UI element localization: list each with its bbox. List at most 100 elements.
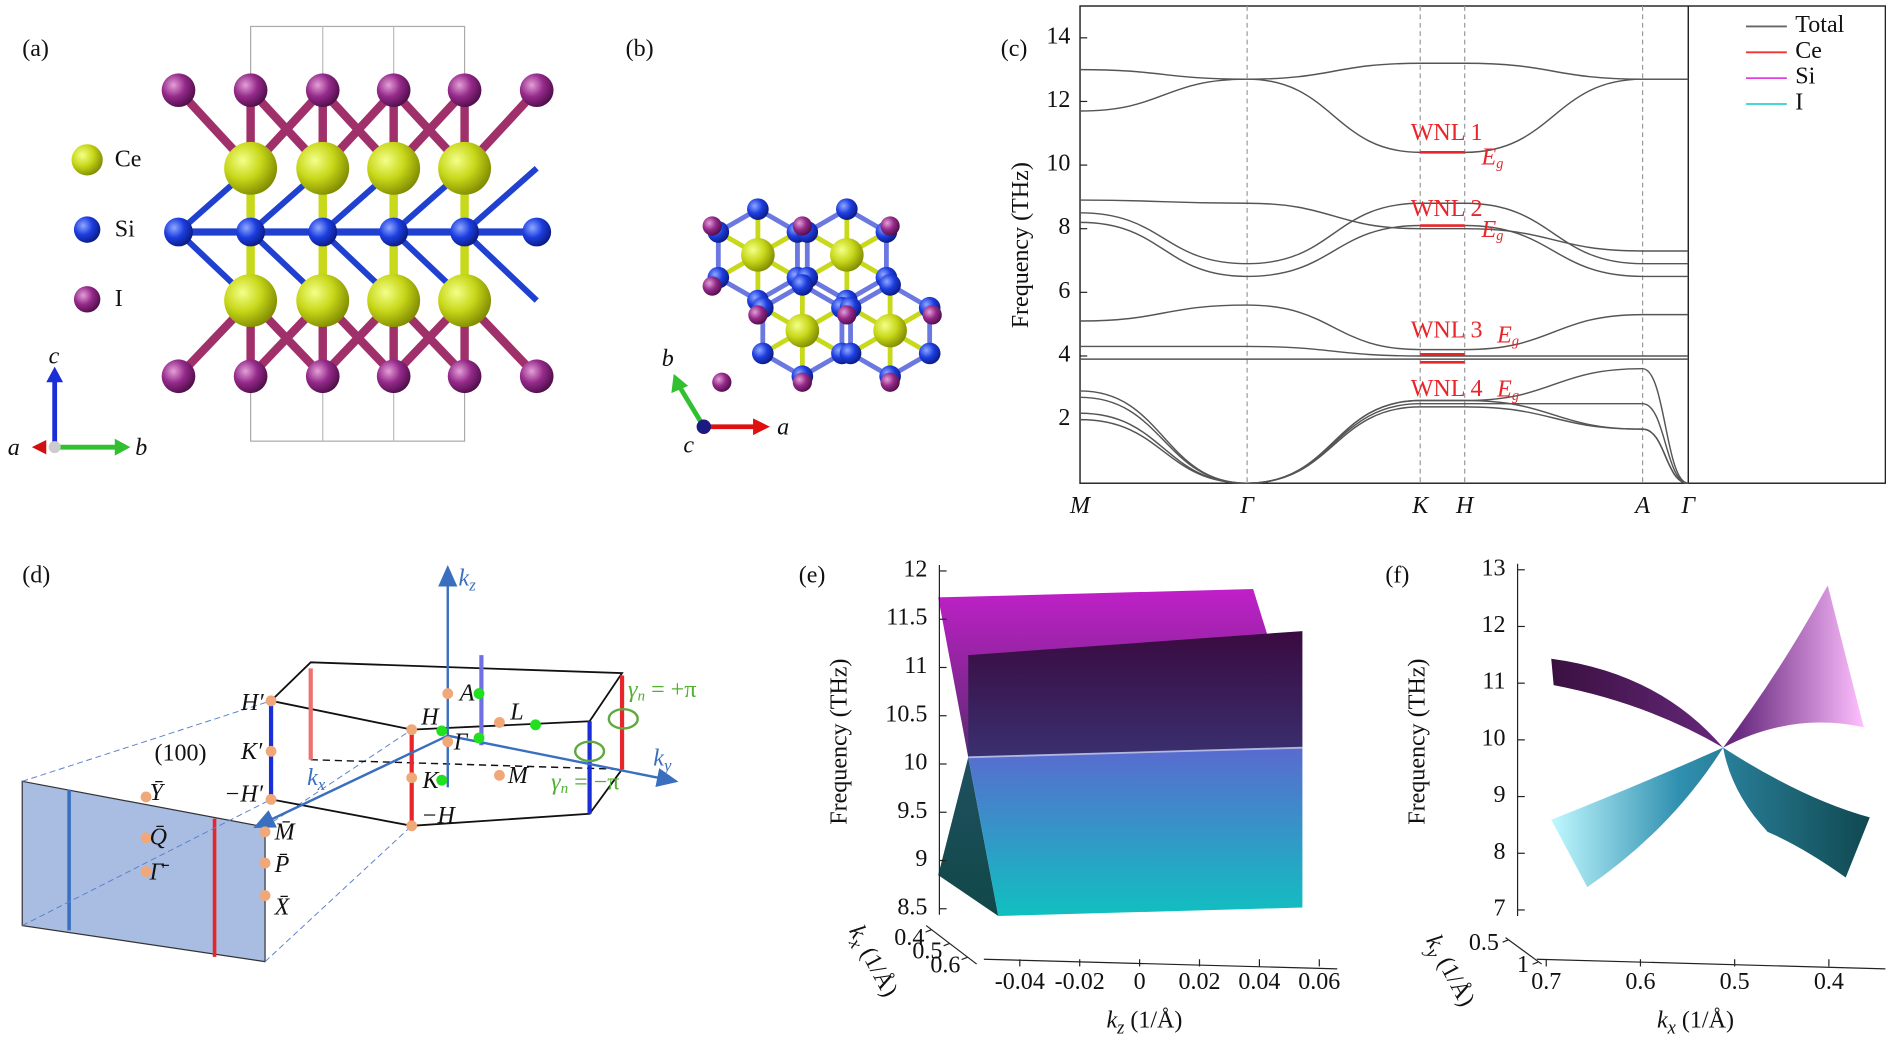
k-point xyxy=(259,890,271,901)
z-axis-label: Frequency (THz) xyxy=(826,659,852,825)
x-tick-label: -0.02 xyxy=(1055,969,1105,995)
legend-atom xyxy=(73,286,101,313)
z-tick-label: 9 xyxy=(1494,782,1506,808)
surface-lower-front xyxy=(968,747,1303,916)
point-label: L xyxy=(509,700,523,726)
atom-ce xyxy=(741,238,775,272)
suffix: (1/Å) xyxy=(1430,947,1480,1010)
subscript: g xyxy=(1512,388,1519,404)
legend-atom xyxy=(73,216,101,243)
point-label: (100) xyxy=(154,740,206,766)
math-label: kx (1/Å) xyxy=(1657,1007,1734,1039)
point-label: A xyxy=(458,680,475,706)
atom-ce xyxy=(224,274,278,327)
atom-si xyxy=(791,274,814,296)
z-tick-label: 7 xyxy=(1494,895,1506,921)
atom-i xyxy=(305,359,340,394)
weyl-point xyxy=(473,688,485,699)
atom-i xyxy=(161,359,196,394)
y-tick-label: 6 xyxy=(1058,278,1070,304)
axis-label: b xyxy=(135,435,147,461)
math-label: kz xyxy=(459,565,477,595)
x-tick-label: 0.6 xyxy=(1625,969,1655,995)
arrow-head xyxy=(671,373,689,394)
math-label: Eg xyxy=(1496,376,1519,404)
math-label: Eg xyxy=(1481,216,1504,244)
atom-i xyxy=(376,359,411,394)
x-tick-label: 0.06 xyxy=(1298,969,1340,995)
atom-ce xyxy=(367,141,421,195)
axis-label: a xyxy=(8,435,20,461)
k-point xyxy=(406,724,418,736)
y-tick-label: 4 xyxy=(1058,341,1070,367)
x-axis xyxy=(983,958,1338,970)
arrow-head xyxy=(753,418,770,436)
legend-label: I xyxy=(1795,89,1803,115)
atom-ce xyxy=(873,313,907,348)
y-tick xyxy=(961,956,968,961)
k-point xyxy=(140,866,152,877)
symbol: γ xyxy=(551,769,561,795)
y-tick-label: 0.5 xyxy=(1469,930,1499,956)
atom-si xyxy=(751,342,774,365)
z-tick-label: 8 xyxy=(1494,839,1506,865)
legend-label: I xyxy=(115,286,123,312)
plot-frame xyxy=(1079,5,1886,484)
k-point xyxy=(406,820,418,832)
k-point xyxy=(442,688,454,699)
symbol: γ xyxy=(628,677,638,703)
y-axis xyxy=(1505,937,1542,965)
symbol: E xyxy=(1496,322,1512,348)
atom-i xyxy=(712,372,732,392)
panel-b: b c a xyxy=(662,198,942,459)
axis-origin xyxy=(48,441,61,454)
k-point xyxy=(406,772,418,784)
axis-arrow xyxy=(677,385,706,428)
wnl-label: WNL 1 xyxy=(1411,120,1483,146)
k-point xyxy=(265,745,277,757)
atom-i xyxy=(702,276,722,296)
x-tick-label: 0.04 xyxy=(1238,969,1280,995)
atom-i xyxy=(880,216,900,236)
atom-i xyxy=(880,372,900,392)
berry-loop xyxy=(607,708,639,730)
legend-label: Si xyxy=(115,216,135,242)
point-label: Ȳ xyxy=(150,780,166,806)
atom-ce xyxy=(785,313,820,348)
phonon-band xyxy=(1080,202,1689,265)
z-tick-label: 11.5 xyxy=(886,605,927,631)
k-label: M xyxy=(1069,493,1092,519)
atom-i xyxy=(519,73,554,107)
atom-i xyxy=(519,359,554,394)
subscript: x xyxy=(1667,1019,1677,1039)
atom-i xyxy=(748,305,768,325)
z-tick-label: 11 xyxy=(904,653,927,679)
x-tick-label: 0.4 xyxy=(1814,969,1844,995)
subscript: g xyxy=(1512,334,1519,350)
y-tick-label: 0.6 xyxy=(930,952,960,978)
atom-i xyxy=(376,73,411,107)
atom-si xyxy=(522,217,552,247)
bz-hidden xyxy=(310,758,623,771)
legend-label: Ce xyxy=(115,147,142,173)
atom-i xyxy=(233,359,268,394)
legend-label: Si xyxy=(1795,64,1815,90)
y-tick xyxy=(1532,961,1539,965)
y-axis-label: Frequency (THz) xyxy=(1008,162,1034,328)
atom-ce xyxy=(438,274,492,327)
panel-label: (d) xyxy=(22,563,50,589)
kx-axis xyxy=(253,734,449,829)
y-tick-label: 8 xyxy=(1058,214,1070,240)
symbol: E xyxy=(1496,376,1512,402)
suffix: = −π xyxy=(568,769,619,795)
phonon-band xyxy=(1080,396,1689,484)
panel-label: (f) xyxy=(1385,563,1409,589)
k-point xyxy=(259,826,271,838)
subscript: n xyxy=(638,689,646,705)
y-tick-label: 2 xyxy=(1058,405,1070,431)
symbol: k xyxy=(1106,1007,1118,1033)
k-point xyxy=(442,736,454,748)
legend-label: Ce xyxy=(1795,38,1822,64)
k-point xyxy=(494,769,505,781)
atom-si xyxy=(879,274,901,296)
